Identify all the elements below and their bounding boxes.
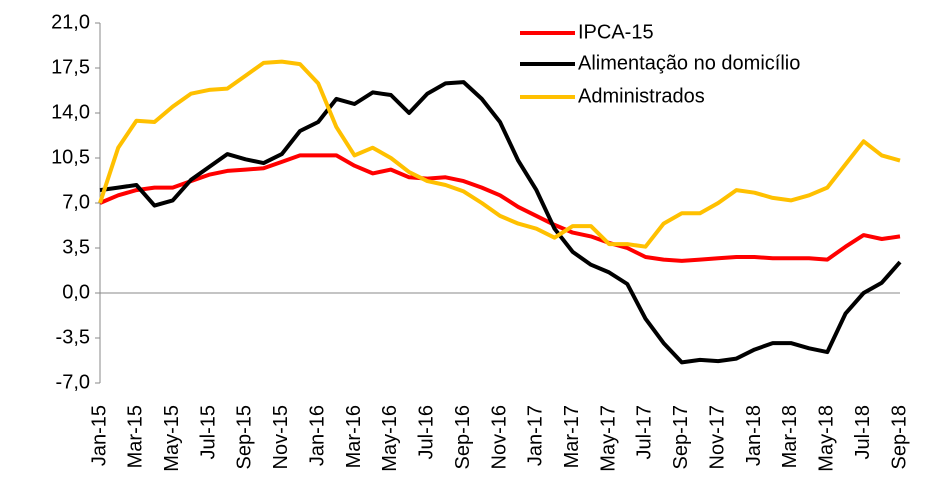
legend-label: Alimentação no domicílio <box>578 52 800 74</box>
x-tick-label: May-17 <box>597 405 619 472</box>
x-tick-label: Jul-18 <box>852 405 874 459</box>
x-tick-label: Jul-17 <box>634 405 656 459</box>
y-tick-label: -7,0 <box>56 371 90 393</box>
x-tick-label: May-18 <box>816 405 838 472</box>
x-tick-label: Jan-17 <box>525 405 547 466</box>
series-line <box>98 59 901 249</box>
x-tick-label: Sep-16 <box>452 405 474 470</box>
x-tick-label: Sep-15 <box>234 405 256 470</box>
x-tick-label: Mar-16 <box>343 405 365 468</box>
x-tick-label: Jan-18 <box>743 405 765 466</box>
legend-label: IPCA-15 <box>578 21 654 43</box>
x-tick-label: Jul-16 <box>416 405 438 459</box>
y-tick-label: 3,5 <box>62 236 90 258</box>
x-tick-label: May-16 <box>379 405 401 472</box>
series-line <box>99 153 901 263</box>
x-tick-label: Nov-15 <box>270 405 292 469</box>
x-tick-label: Mar-17 <box>561 405 583 468</box>
x-tick-label: Jan-16 <box>306 405 328 466</box>
x-tick-label: Sep-18 <box>888 405 910 470</box>
y-tick-label: 10,5 <box>51 146 90 168</box>
x-tick-label: Jul-15 <box>197 405 219 459</box>
x-tick-label: May-15 <box>161 405 183 472</box>
y-tick-label: -3,5 <box>56 326 90 348</box>
x-tick-label: Mar-18 <box>779 405 801 468</box>
x-tick-label: Jan-15 <box>88 405 110 466</box>
y-tick-label: 14,0 <box>51 101 90 123</box>
x-tick-label: Mar-15 <box>125 405 147 468</box>
y-tick-label: 7,0 <box>62 191 90 213</box>
x-tick-label: Nov-17 <box>706 405 728 469</box>
y-tick-label: 0,0 <box>62 281 90 303</box>
x-tick-label: Sep-17 <box>670 405 692 470</box>
series-line <box>99 80 902 365</box>
y-tick-label: 17,5 <box>51 56 90 78</box>
y-tick-label: 21,0 <box>51 11 90 33</box>
legend-label: Administrados <box>578 85 705 107</box>
x-tick-label: Nov-16 <box>488 405 510 469</box>
